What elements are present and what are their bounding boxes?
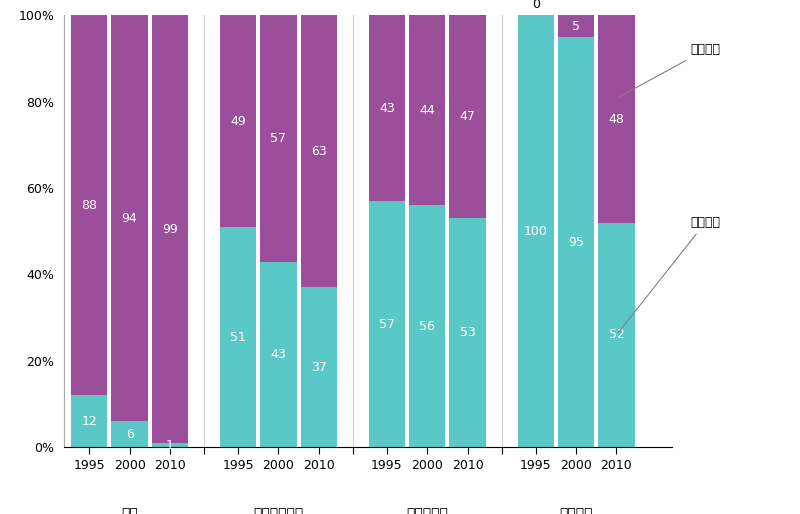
Bar — [558, 15, 594, 37]
Text: 1: 1 — [166, 438, 174, 451]
Text: 12: 12 — [82, 415, 97, 428]
Text: マレーシア: マレーシア — [406, 508, 448, 514]
Bar — [598, 15, 634, 223]
Bar — [260, 262, 297, 447]
Text: 6: 6 — [126, 428, 134, 440]
Bar — [152, 15, 188, 443]
Text: 中国: 中国 — [122, 508, 138, 514]
Text: 48: 48 — [609, 113, 625, 125]
Text: 57: 57 — [379, 318, 395, 331]
Bar — [111, 421, 148, 447]
Text: 47: 47 — [460, 111, 475, 123]
Bar — [260, 15, 297, 262]
Bar — [518, 15, 554, 447]
Bar — [450, 15, 486, 218]
Text: 99: 99 — [162, 223, 178, 235]
Bar — [409, 15, 446, 206]
Bar — [301, 287, 337, 447]
Text: 国内向け: 国内向け — [619, 44, 720, 97]
Bar — [301, 15, 337, 287]
Text: 100: 100 — [524, 225, 548, 238]
Bar — [598, 223, 634, 447]
Text: 49: 49 — [230, 115, 246, 127]
Bar — [111, 15, 148, 421]
Bar — [369, 15, 405, 201]
Text: ベトナム: ベトナム — [559, 508, 593, 514]
Text: 44: 44 — [419, 104, 435, 117]
Bar — [450, 218, 486, 447]
Text: 52: 52 — [609, 328, 625, 341]
Text: 53: 53 — [460, 326, 475, 339]
Text: 0: 0 — [532, 0, 540, 11]
Bar — [220, 15, 256, 227]
Text: 43: 43 — [379, 102, 394, 115]
Text: 95: 95 — [568, 235, 584, 249]
Text: 輸出向け: 輸出向け — [618, 216, 720, 333]
Bar — [71, 395, 107, 447]
Bar — [558, 37, 594, 447]
Bar — [369, 201, 405, 447]
Bar — [220, 227, 256, 447]
Bar — [152, 443, 188, 447]
Text: 63: 63 — [311, 145, 326, 158]
Text: インドネシア: インドネシア — [254, 508, 303, 514]
Text: 37: 37 — [311, 361, 326, 374]
Text: 88: 88 — [82, 199, 98, 212]
Text: 57: 57 — [270, 132, 286, 145]
Bar — [409, 206, 446, 447]
Text: 94: 94 — [122, 212, 138, 225]
Text: 43: 43 — [270, 348, 286, 361]
Text: 56: 56 — [419, 320, 435, 333]
Text: 51: 51 — [230, 331, 246, 343]
Text: 5: 5 — [572, 20, 580, 33]
Bar — [71, 15, 107, 395]
